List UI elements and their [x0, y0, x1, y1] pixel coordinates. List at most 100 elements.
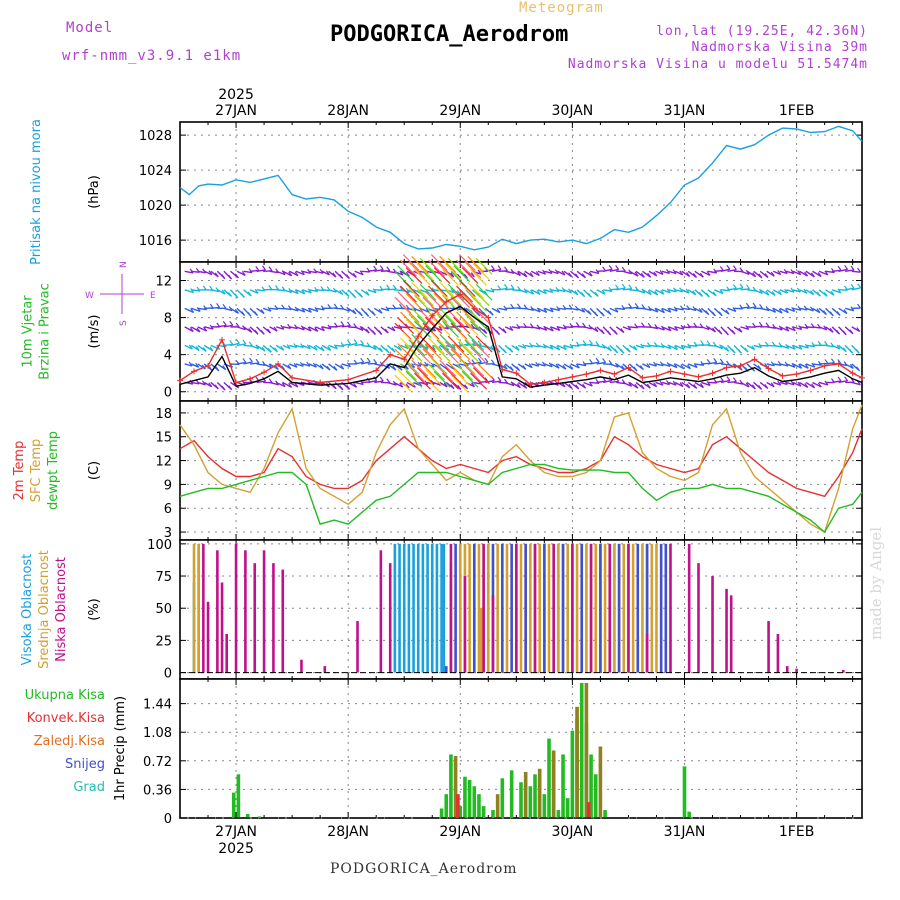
- wind-barb: [746, 306, 757, 310]
- wind-barb-head: [495, 330, 500, 335]
- wind-storm-barb: [472, 341, 490, 359]
- wind-barb-head: [628, 381, 633, 387]
- wind-barb-head: [771, 291, 776, 296]
- y-tick-label: 12: [155, 455, 172, 470]
- wind-barb-head: [249, 357, 253, 363]
- wind-barb-head: [856, 366, 861, 372]
- wind-barb: [668, 307, 678, 312]
- side-label: 2m Temp: [12, 441, 27, 501]
- wind-barb-head: [470, 272, 475, 278]
- wind-barb: [184, 363, 193, 367]
- wind-barb-head: [608, 359, 613, 365]
- wind-barb: [583, 343, 593, 347]
- wind-barb: [249, 289, 259, 294]
- wind-barb-head: [556, 325, 561, 331]
- wind-storm-barb: [405, 319, 423, 336]
- wind-storm-barb: [464, 365, 482, 383]
- wind-storm-barb: [400, 259, 417, 277]
- wind-barb-head: [477, 340, 482, 346]
- wind-barb: [661, 326, 672, 332]
- wind-barb-head: [582, 383, 587, 389]
- wind-barb: [308, 307, 319, 313]
- wind-barb-head: [724, 330, 729, 336]
- bar: [575, 706, 579, 818]
- wind-barb: [295, 289, 306, 295]
- wind-barb: [805, 381, 815, 389]
- wind-barb: [727, 287, 737, 291]
- wind-storm-barb: [472, 263, 490, 281]
- wind-barb-head: [229, 321, 234, 326]
- wind-barb: [550, 270, 559, 275]
- lonlat-label: lon,lat (19.25E, 42.36N): [656, 24, 868, 39]
- wind-barb-head: [698, 292, 703, 297]
- wind-barb: [249, 344, 260, 350]
- wind-barb-head: [371, 330, 376, 335]
- wind-barb-head: [463, 273, 468, 279]
- wind-storm-barb: [436, 313, 454, 331]
- wind-barb-head: [679, 270, 684, 276]
- wind-barb-head: [803, 288, 808, 294]
- wind-barb-head: [679, 287, 684, 293]
- wind-barb-head: [857, 303, 861, 309]
- wind-barb: [288, 381, 299, 388]
- wind-barb-head: [419, 307, 423, 313]
- wind-storm-barb: [411, 281, 429, 299]
- wind-barb-head: [809, 306, 814, 312]
- bar: [650, 543, 654, 673]
- day-label-bottom: 31JAN: [664, 824, 706, 840]
- wind-storm-barb: [467, 359, 485, 377]
- wind-barb-head: [594, 311, 599, 317]
- wind-storm-barb: [408, 365, 426, 383]
- wind-barb: [308, 326, 319, 333]
- wind-barb: [805, 307, 814, 312]
- bar: [505, 543, 509, 673]
- wind-barb: [655, 307, 665, 314]
- bar: [323, 666, 327, 673]
- wind-barb: [799, 326, 809, 329]
- wind-barb: [217, 289, 226, 295]
- wind-barb: [779, 326, 790, 332]
- wind-barb-head: [306, 344, 311, 350]
- wind-storm-barb: [416, 289, 434, 307]
- wind-barb: [210, 306, 220, 310]
- wind-barb-head: [450, 288, 455, 293]
- wind-barb-head: [241, 311, 246, 316]
- wind-barb: [537, 326, 547, 331]
- bar: [430, 543, 434, 673]
- wind-storm-barb: [461, 344, 479, 362]
- wind-barb-head: [332, 287, 337, 293]
- wind-barb: [576, 363, 587, 367]
- wind-barb: [354, 343, 364, 347]
- wind-barb-head: [777, 270, 782, 275]
- wind-storm-barb: [416, 315, 434, 333]
- wind-barb-head: [255, 358, 260, 364]
- bar: [627, 543, 630, 673]
- wind-storm-barb: [464, 261, 482, 279]
- wind-barb: [786, 270, 795, 275]
- wind-storm-barb: [439, 333, 457, 351]
- wind-barb-head: [837, 359, 842, 364]
- wind-barb: [603, 379, 613, 384]
- wind-barb-head: [798, 363, 803, 369]
- wind-barb: [707, 270, 717, 274]
- wind-barb-head: [686, 272, 691, 277]
- bar: [556, 810, 561, 818]
- wind-barb-head: [255, 344, 260, 350]
- wind-barb-head: [705, 310, 710, 315]
- wind-barb-head: [758, 343, 763, 348]
- wind-barb-head: [849, 348, 854, 354]
- day-label-top: 1FEB: [779, 103, 814, 119]
- wind-barb-head: [254, 288, 259, 294]
- bar: [842, 669, 845, 673]
- wind-barb-head: [450, 272, 455, 278]
- wind-barb-head: [221, 385, 226, 391]
- wind-barb-head: [312, 362, 317, 368]
- wind-barb-head: [360, 357, 365, 363]
- wind-barb-head: [595, 357, 600, 363]
- wind-barb: [740, 270, 750, 275]
- wind-barb: [740, 288, 750, 291]
- wind-barb-head: [543, 325, 548, 331]
- wind-barb: [256, 289, 266, 292]
- wind-barb: [236, 361, 247, 365]
